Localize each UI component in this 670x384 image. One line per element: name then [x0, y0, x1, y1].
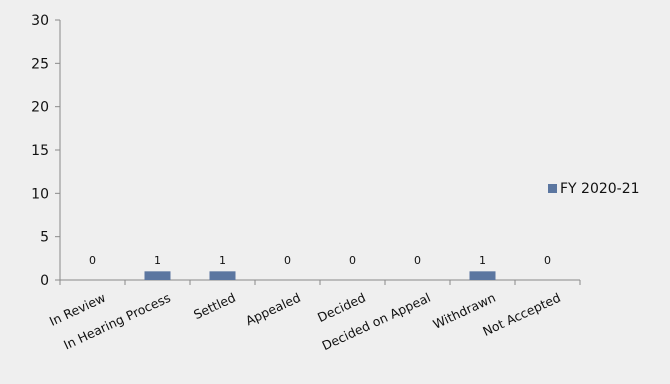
data-label: 0 — [349, 254, 356, 267]
x-category-label: Settled — [191, 290, 238, 322]
y-tick-label: 25 — [31, 56, 49, 72]
data-label: 0 — [89, 254, 96, 267]
y-tick-label: 0 — [40, 273, 49, 289]
y-tick-label: 15 — [31, 143, 49, 159]
chart-legend: FY 2020-21 — [548, 181, 640, 197]
data-label: 1 — [219, 254, 226, 267]
y-axis-ticks: 0 5 10 15 20 25 30 — [31, 13, 60, 289]
bar — [469, 271, 496, 280]
y-tick-label: 5 — [40, 230, 49, 246]
x-category-label: Appealed — [243, 290, 303, 328]
bar — [209, 271, 236, 280]
data-label: 1 — [154, 254, 161, 267]
data-label: 1 — [479, 254, 486, 267]
chart-axes — [59, 20, 581, 285]
y-tick-label: 30 — [31, 13, 49, 29]
legend-label: FY 2020-21 — [560, 181, 640, 197]
x-category-label: Decided on Appeal — [320, 290, 433, 353]
data-label: 0 — [544, 254, 551, 267]
data-label: 0 — [414, 254, 421, 267]
x-category-label: In Hearing Process — [61, 290, 173, 353]
y-tick-label: 10 — [31, 186, 49, 202]
chart-bars — [144, 271, 496, 280]
chart-data-labels: 0 1 1 0 0 0 1 0 — [89, 254, 551, 267]
legend-swatch — [548, 184, 557, 193]
data-label: 0 — [284, 254, 291, 267]
bar — [144, 271, 171, 280]
y-tick-label: 20 — [31, 100, 49, 116]
